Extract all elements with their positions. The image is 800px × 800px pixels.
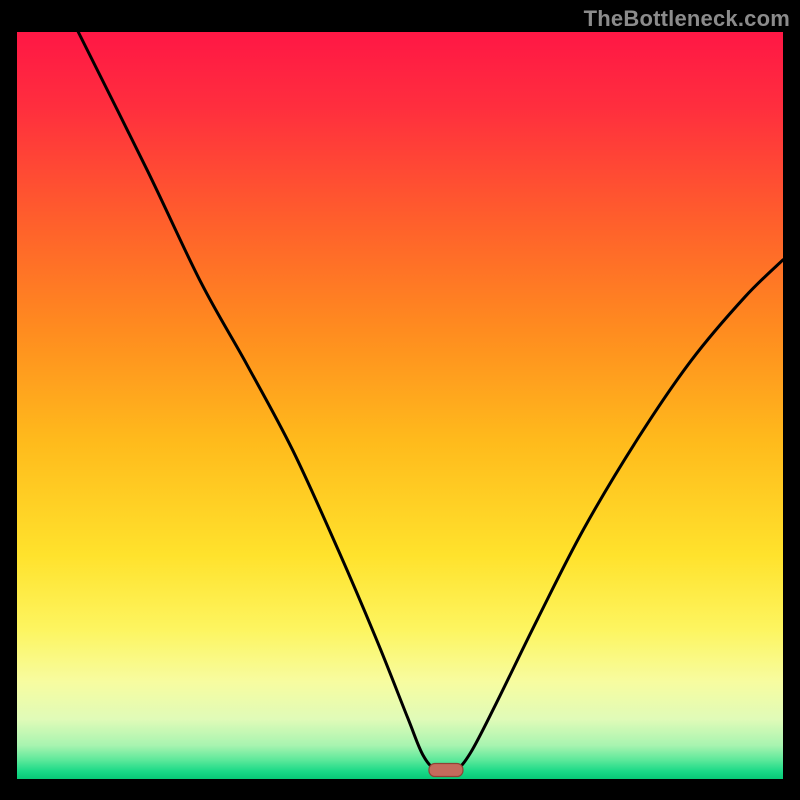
chart-container: TheBottleneck.com	[0, 0, 800, 800]
gradient-background	[17, 32, 783, 779]
optimal-marker	[429, 764, 463, 777]
bottleneck-chart	[0, 0, 800, 800]
watermark-text: TheBottleneck.com	[584, 6, 790, 32]
